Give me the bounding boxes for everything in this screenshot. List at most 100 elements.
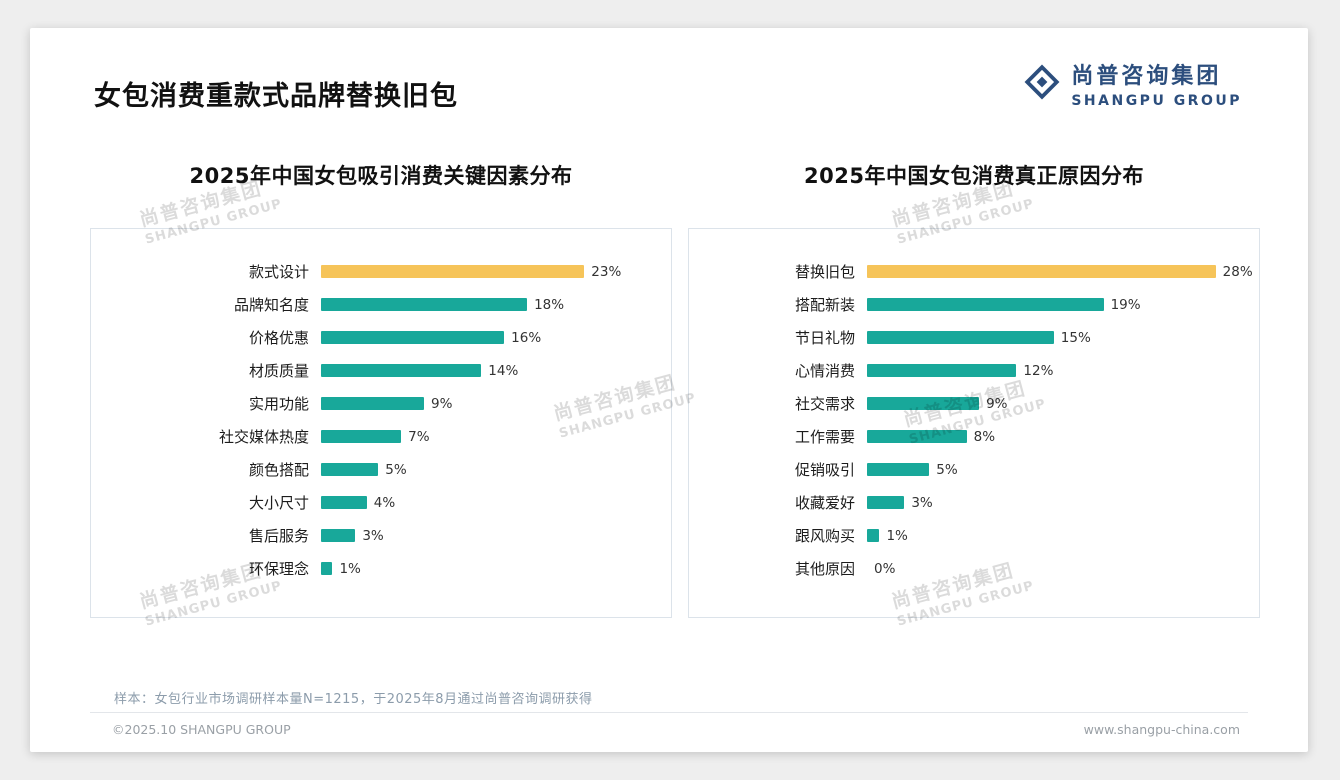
bar-track: 0% xyxy=(867,561,1253,577)
bar-label: 售后服务 xyxy=(248,527,309,545)
bar xyxy=(867,430,967,443)
bar-label: 收藏爱好 xyxy=(794,494,855,512)
bar-row: 社交需求 9% xyxy=(703,387,1253,420)
bar-value: 9% xyxy=(431,395,453,412)
bar xyxy=(867,463,930,476)
bar-value: 0% xyxy=(874,560,896,577)
company-logo: 尚普咨询集团 SHANGPU GROUP xyxy=(1023,58,1242,109)
bar-track: 14% xyxy=(321,363,653,379)
bar-value: 5% xyxy=(936,461,958,478)
bar-row: 材质质量 14% xyxy=(105,354,653,387)
bar-label: 品牌知名度 xyxy=(233,296,309,314)
bar xyxy=(867,331,1054,344)
bar-track: 1% xyxy=(867,528,1253,544)
bar-track: 9% xyxy=(321,396,653,412)
left-chart-section: 2025年中国女包吸引消费关键因素分布 款式设计 23% 品牌知名度 18% 价格优惠 1… xyxy=(90,160,672,618)
bar-value: 7% xyxy=(408,428,430,445)
website-url: www.shangpu-china.com xyxy=(1083,722,1240,737)
bar-row: 跟风购买 1% xyxy=(703,519,1253,552)
bar-track: 4% xyxy=(321,495,653,511)
bar-value: 1% xyxy=(339,560,361,577)
bar xyxy=(321,364,482,377)
bar-value: 3% xyxy=(362,527,384,544)
bar-value: 3% xyxy=(911,494,933,511)
bar-track: 19% xyxy=(867,297,1253,313)
bar-track: 5% xyxy=(867,462,1253,478)
bar-track: 15% xyxy=(867,330,1253,346)
bar-track: 8% xyxy=(867,429,1253,445)
bar-label: 社交媒体热度 xyxy=(218,428,309,446)
bar xyxy=(321,265,585,278)
bar-label: 材质质量 xyxy=(248,362,309,380)
bar-row: 替换旧包 28% xyxy=(703,255,1253,288)
left-chart-title: 2025年中国女包吸引消费关键因素分布 xyxy=(189,164,573,188)
bar-row: 价格优惠 16% xyxy=(105,321,653,354)
logo-name-en: SHANGPU GROUP xyxy=(1071,93,1242,109)
bar-row: 环保理念 1% xyxy=(105,552,653,585)
bar-label: 环保理念 xyxy=(248,560,309,578)
copyright-text: ©2025.10 SHANGPU GROUP xyxy=(112,722,291,737)
bar-track: 9% xyxy=(867,396,1253,412)
bar-value: 23% xyxy=(591,263,622,280)
bar xyxy=(321,298,528,311)
bar xyxy=(867,397,980,410)
bar-value: 8% xyxy=(973,428,996,445)
bar-label: 价格优惠 xyxy=(248,329,309,347)
bar-label: 搭配新装 xyxy=(794,296,855,314)
bar-label: 节日礼物 xyxy=(794,329,855,347)
bar xyxy=(321,496,367,509)
bar-row: 搭配新装 19% xyxy=(703,288,1253,321)
bar-row: 节日礼物 15% xyxy=(703,321,1253,354)
bar xyxy=(321,397,425,410)
bar-track: 3% xyxy=(321,528,653,544)
bar-row: 颜色搭配 5% xyxy=(105,453,653,486)
bar xyxy=(867,265,1216,278)
bar xyxy=(321,331,505,344)
sample-note: 样本：女包行业市场调研样本量N=1215，于2025年8月通过尚普咨询调研获得 xyxy=(114,692,593,707)
bar xyxy=(867,496,905,509)
bar-value: 14% xyxy=(488,362,519,379)
bar xyxy=(867,298,1104,311)
logo-text: 尚普咨询集团 SHANGPU GROUP xyxy=(1071,58,1242,109)
bar-value: 19% xyxy=(1110,296,1141,313)
bar-value: 4% xyxy=(373,494,396,511)
bar-value: 28% xyxy=(1222,263,1253,280)
bar-track: 1% xyxy=(321,561,653,577)
footer-divider xyxy=(90,712,1248,713)
right-chart: 替换旧包 28% 搭配新装 19% 节日礼物 15% 心情消费 12% 社交需求 9% 工作需要 8%… xyxy=(688,228,1260,618)
bar-track: 16% xyxy=(321,330,653,346)
bar-row: 心情消费 12% xyxy=(703,354,1253,387)
bar-row: 社交媒体热度 7% xyxy=(105,420,653,453)
bar xyxy=(321,430,402,443)
bar xyxy=(321,562,333,575)
bar-label: 实用功能 xyxy=(248,395,309,413)
bar-row: 收藏爱好 3% xyxy=(703,486,1253,519)
page-title: 女包消费重款式品牌替换旧包 xyxy=(94,81,458,112)
bar-track: 23% xyxy=(321,264,653,280)
bar-label: 心情消费 xyxy=(794,362,855,380)
bar-row: 工作需要 8% xyxy=(703,420,1253,453)
bar-track: 7% xyxy=(321,429,653,445)
logo-icon xyxy=(1023,63,1061,105)
bar-track: 18% xyxy=(321,297,653,313)
bar-track: 3% xyxy=(867,495,1253,511)
bar-label: 替换旧包 xyxy=(794,263,855,281)
bar xyxy=(867,364,1017,377)
slide-card: 女包消费重款式品牌替换旧包 尚普咨询集团 SHANGPU GROUP 2025年… xyxy=(30,28,1308,752)
bar-value: 18% xyxy=(534,296,565,313)
right-chart-title: 2025年中国女包消费真正原因分布 xyxy=(804,164,1144,188)
bar-value: 1% xyxy=(886,527,908,544)
bar-label: 其他原因 xyxy=(794,560,855,578)
bar xyxy=(321,463,379,476)
bar-row: 促销吸引 5% xyxy=(703,453,1253,486)
bar-label: 大小尺寸 xyxy=(248,494,309,512)
bar-row: 大小尺寸 4% xyxy=(105,486,653,519)
bar-track: 12% xyxy=(867,363,1253,379)
bar-row: 其他原因 0% xyxy=(703,552,1253,585)
right-chart-section: 2025年中国女包消费真正原因分布 替换旧包 28% 搭配新装 19% 节日礼物 15% 心… xyxy=(688,160,1260,618)
bar-track: 5% xyxy=(321,462,653,478)
bar-row: 实用功能 9% xyxy=(105,387,653,420)
bar-label: 社交需求 xyxy=(794,395,855,413)
bar-label: 款式设计 xyxy=(248,263,309,281)
bar-value: 5% xyxy=(385,461,407,478)
